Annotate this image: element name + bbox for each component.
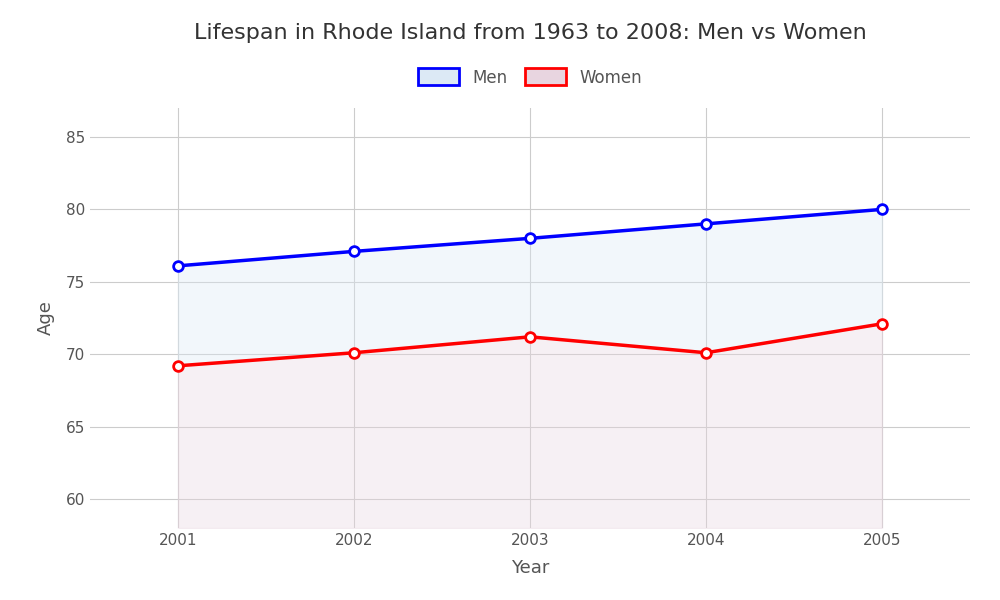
Legend: Men, Women: Men, Women — [411, 62, 649, 93]
X-axis label: Year: Year — [511, 559, 549, 577]
Y-axis label: Age: Age — [37, 301, 55, 335]
Title: Lifespan in Rhode Island from 1963 to 2008: Men vs Women: Lifespan in Rhode Island from 1963 to 20… — [194, 23, 866, 43]
